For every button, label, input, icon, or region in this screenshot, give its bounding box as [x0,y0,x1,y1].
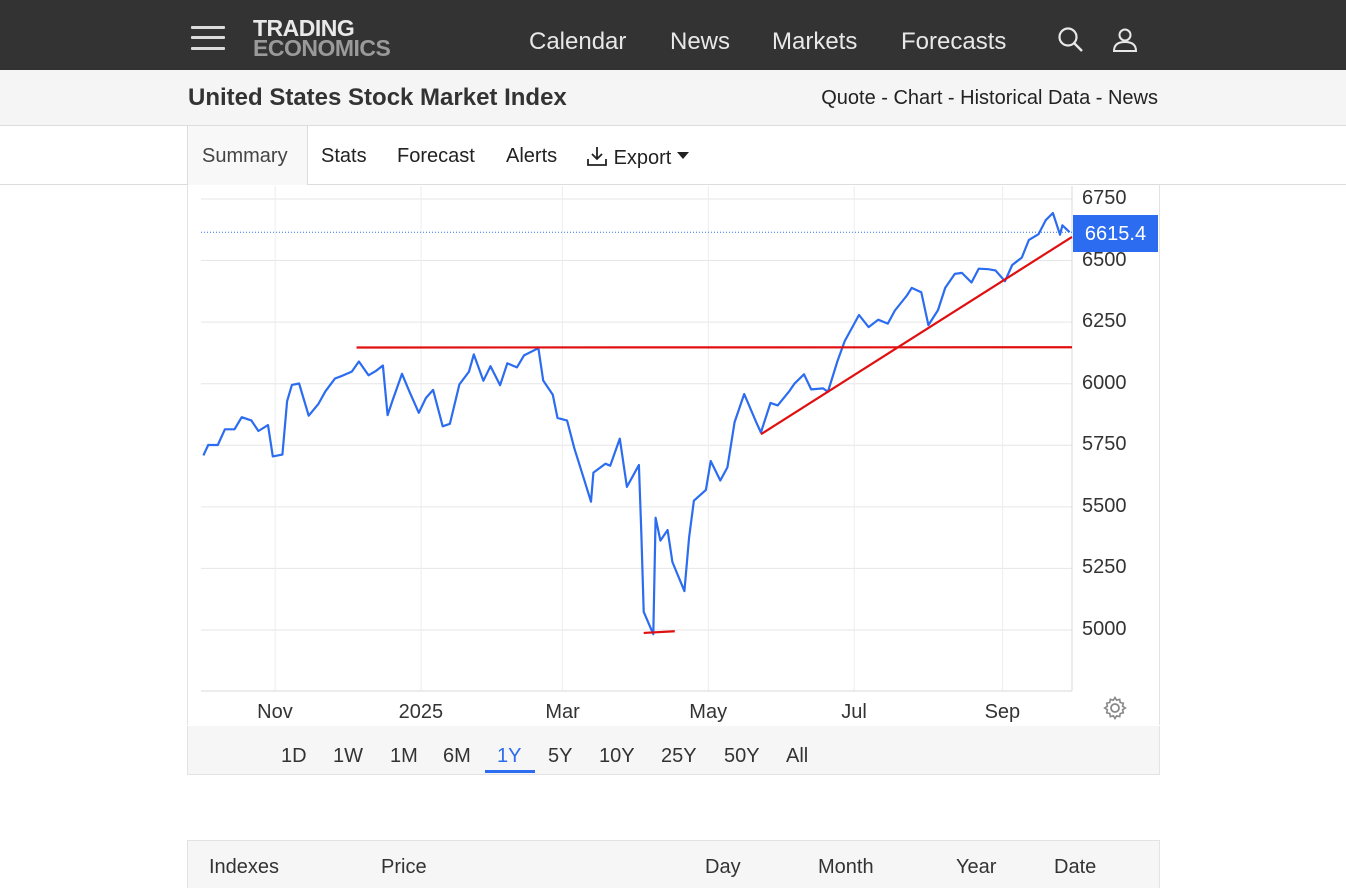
column-header-year[interactable]: Year [956,856,996,879]
range-button-25y[interactable]: 25Y [661,745,697,768]
range-button-10y[interactable]: 10Y [599,745,635,768]
x-tick-label: Sep [985,701,1021,724]
caret-down-icon [677,152,689,160]
menu-icon[interactable] [191,24,225,52]
range-button-1d[interactable]: 1D [281,745,307,768]
x-tick-label: Jul [841,701,867,724]
column-header-date[interactable]: Date [1054,856,1096,879]
nav-calendar[interactable]: Calendar [529,28,626,56]
column-header-month[interactable]: Month [818,856,874,879]
tab-stats[interactable]: Stats [321,145,367,168]
page-title: United States Stock Market Index [188,84,567,112]
range-button-6m[interactable]: 6M [443,745,471,768]
tab-export[interactable]: Export [586,145,689,170]
x-tick-label: 2025 [399,701,444,724]
y-tick-label: 6750 [1082,187,1127,210]
indexes-table-header [187,840,1160,888]
x-tick-label: May [689,701,727,724]
trading-economics-logo[interactable]: TRADING ECONOMICS [253,18,390,58]
y-tick-label: 6250 [1082,310,1127,333]
active-range-underline [485,770,535,773]
range-button-1m[interactable]: 1M [390,745,418,768]
x-tick-label: Mar [545,701,579,724]
column-header-price[interactable]: Price [381,856,427,879]
link-separator: - [876,87,894,109]
range-button-5y[interactable]: 5Y [548,745,572,768]
link-news[interactable]: News [1108,87,1158,109]
download-icon [586,145,608,167]
nav-markets[interactable]: Markets [772,28,857,56]
tab-alerts[interactable]: Alerts [506,145,557,168]
link-separator: - [1090,87,1108,109]
tab-forecast[interactable]: Forecast [397,145,475,168]
link-separator: - [942,87,960,109]
search-icon[interactable] [1057,26,1085,54]
range-button-1y[interactable]: 1Y [497,745,521,768]
column-header-day[interactable]: Day [705,856,741,879]
chart-area[interactable] [187,185,1160,725]
y-tick-label: 5500 [1082,495,1127,518]
link-quote[interactable]: Quote [821,87,875,109]
column-header-indexes[interactable]: Indexes [209,856,279,879]
link-chart[interactable]: Chart [893,87,942,109]
y-tick-label: 5250 [1082,556,1127,579]
logo-line-2: ECONOMICS [253,38,390,58]
y-tick-label: 6000 [1082,372,1127,395]
page-sub-links: Quote - Chart - Historical Data - News [821,87,1158,110]
user-icon[interactable] [1111,26,1139,54]
range-button-all[interactable]: All [786,745,808,768]
current-price-label: 6615.4 [1073,215,1158,252]
y-tick-label: 5750 [1082,433,1127,456]
gear-icon[interactable] [1103,696,1127,720]
nav-news[interactable]: News [670,28,730,56]
export-label: Export [614,147,672,169]
nav-forecasts[interactable]: Forecasts [901,28,1006,56]
tab-summary[interactable]: Summary [202,145,288,168]
x-tick-label: Nov [257,701,293,724]
y-tick-label: 5000 [1082,618,1127,641]
range-button-1w[interactable]: 1W [333,745,363,768]
range-button-50y[interactable]: 50Y [724,745,760,768]
link-historical-data[interactable]: Historical Data [960,87,1090,109]
